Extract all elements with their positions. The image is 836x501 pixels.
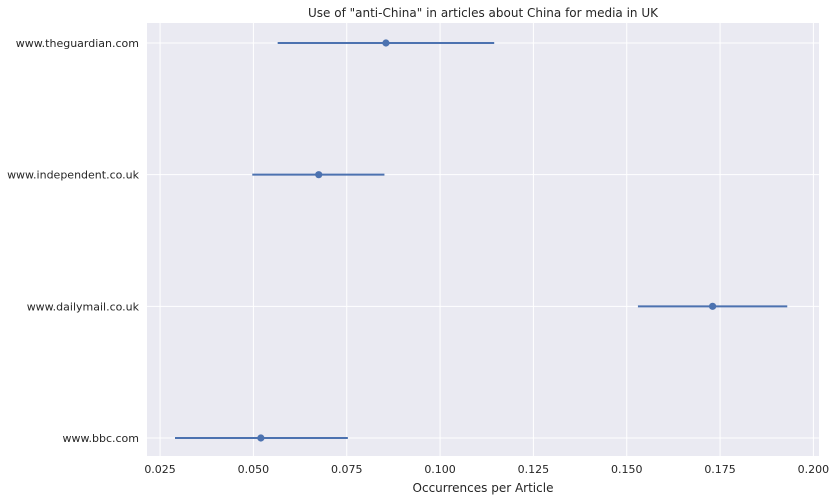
x-tick-label: 0.175 [704,463,736,476]
x-tick-label: 0.200 [798,463,830,476]
data-point [257,434,265,442]
data-point [382,39,390,47]
x-tick-label: 0.075 [331,463,363,476]
x-axis-ticks: 0.025 0.050 0.075 0.100 0.125 0.150 0.175 0.200 [144,463,829,476]
x-tick-label: 0.150 [611,463,643,476]
y-tick-label: www.independent.co.uk [7,169,140,182]
y-tick-label: www.dailymail.co.uk [27,300,140,313]
x-tick-label: 0.025 [144,463,176,476]
y-tick-label: www.theguardian.com [16,37,139,50]
y-tick-label: www.bbc.com [63,432,139,445]
x-tick-label: 0.125 [518,463,550,476]
data-point [315,171,323,179]
x-tick-label: 0.100 [424,463,456,476]
chart-title: Use of "anti-China" in articles about Ch… [308,6,659,20]
x-tick-label: 0.050 [238,463,270,476]
error-bars [175,39,788,442]
plot-area [147,23,819,456]
data-point [709,302,717,310]
x-axis-label: Occurrences per Article [413,481,554,495]
y-axis-ticks: www.theguardian.com www.independent.co.uk… [7,37,140,445]
